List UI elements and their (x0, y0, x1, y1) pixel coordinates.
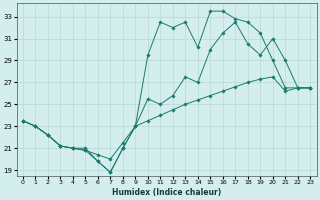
X-axis label: Humidex (Indice chaleur): Humidex (Indice chaleur) (112, 188, 221, 197)
